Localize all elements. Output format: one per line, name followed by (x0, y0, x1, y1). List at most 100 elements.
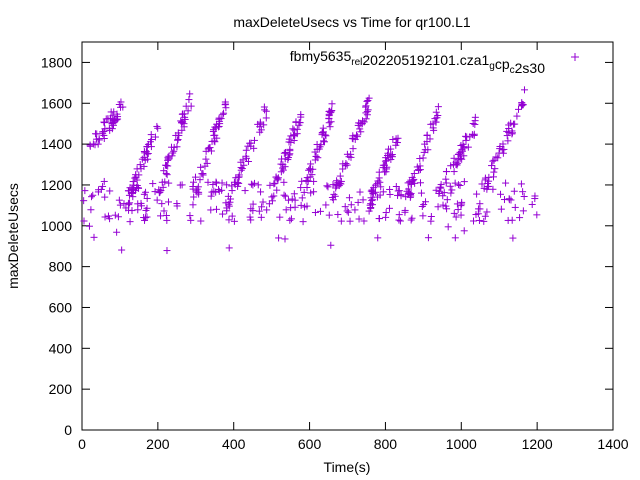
data-point (297, 111, 305, 119)
data-point (228, 212, 236, 220)
data-point (280, 149, 288, 157)
data-point (247, 180, 255, 188)
data-point (297, 184, 305, 192)
data-point (222, 104, 230, 112)
data-point (442, 179, 450, 187)
data-point (311, 209, 319, 217)
data-point (324, 183, 332, 191)
data-point (260, 103, 268, 111)
data-point (234, 182, 242, 190)
data-point (492, 153, 500, 161)
data-point (368, 197, 376, 205)
data-point (258, 203, 266, 211)
data-point (353, 131, 361, 139)
data-point (319, 124, 327, 132)
data-point (452, 213, 460, 221)
data-point (454, 156, 462, 164)
data-point (250, 144, 258, 152)
data-point (129, 178, 137, 186)
data-point (223, 181, 231, 189)
chart-title: maxDeleteUsecs vs Time for qr100.L1 (233, 14, 471, 30)
data-point (212, 205, 220, 213)
data-point (466, 133, 474, 141)
data-point (136, 161, 144, 169)
data-point (118, 246, 126, 254)
data-point (359, 117, 367, 125)
data-point (247, 216, 255, 224)
legend-marker (571, 53, 579, 61)
data-point (305, 166, 313, 174)
data-point (303, 184, 311, 192)
data-point (149, 180, 157, 188)
data-point (160, 207, 168, 215)
data-point (434, 111, 442, 119)
data-point (140, 214, 148, 222)
data-point (208, 188, 216, 196)
data-point (336, 179, 344, 187)
data-point (147, 143, 155, 151)
data-point (392, 141, 400, 149)
data-point (500, 145, 508, 153)
data-point (497, 205, 505, 213)
data-point (275, 234, 283, 242)
data-point (401, 208, 409, 216)
data-point (251, 179, 259, 187)
data-point (274, 176, 282, 184)
data-point (356, 125, 364, 133)
data-point (450, 154, 458, 162)
data-point (362, 115, 370, 123)
data-point (90, 233, 98, 241)
data-point (347, 201, 355, 209)
data-point (311, 148, 319, 156)
data-point (373, 180, 381, 188)
data-point (490, 168, 498, 176)
data-point (410, 169, 418, 177)
data-point (178, 181, 186, 189)
data-point (94, 140, 102, 148)
data-point (420, 201, 428, 209)
data-point (397, 192, 405, 200)
data-point (137, 199, 145, 207)
data-point (473, 190, 481, 198)
x-tick-label: 1200 (522, 436, 553, 452)
data-point (319, 137, 327, 145)
data-point (129, 193, 137, 201)
data-point (244, 157, 252, 165)
data-point (505, 121, 513, 129)
data-point (519, 101, 527, 109)
data-point (202, 155, 210, 163)
data-point (242, 152, 250, 160)
data-point (256, 123, 264, 131)
data-point (470, 131, 478, 139)
data-point (163, 171, 171, 179)
data-point (485, 173, 493, 181)
data-point (162, 170, 170, 178)
data-point (189, 201, 197, 209)
data-point (516, 214, 524, 222)
data-point (172, 131, 180, 139)
data-point (443, 196, 451, 204)
x-tick-label: 800 (374, 436, 398, 452)
data-point (483, 208, 491, 216)
data-point (276, 213, 284, 221)
data-point (520, 193, 528, 201)
data-point (80, 217, 88, 225)
data-point (108, 120, 116, 128)
data-point (266, 181, 274, 189)
data-point (415, 166, 423, 174)
data-point (419, 154, 427, 162)
data-point (282, 148, 290, 156)
data-point (481, 212, 489, 220)
data-point (185, 96, 193, 104)
data-point (270, 180, 278, 188)
data-point (299, 218, 307, 226)
legend-series-label: fbmy5635rel202205192101.cza1gcpc2s30 (290, 48, 545, 76)
x-tick-label: 1400 (597, 436, 628, 452)
data-point (281, 192, 289, 200)
data-point (257, 213, 265, 221)
data-point (456, 181, 464, 189)
data-point (519, 207, 527, 215)
data-point (478, 180, 486, 188)
data-point (88, 193, 96, 201)
data-point (387, 152, 395, 160)
